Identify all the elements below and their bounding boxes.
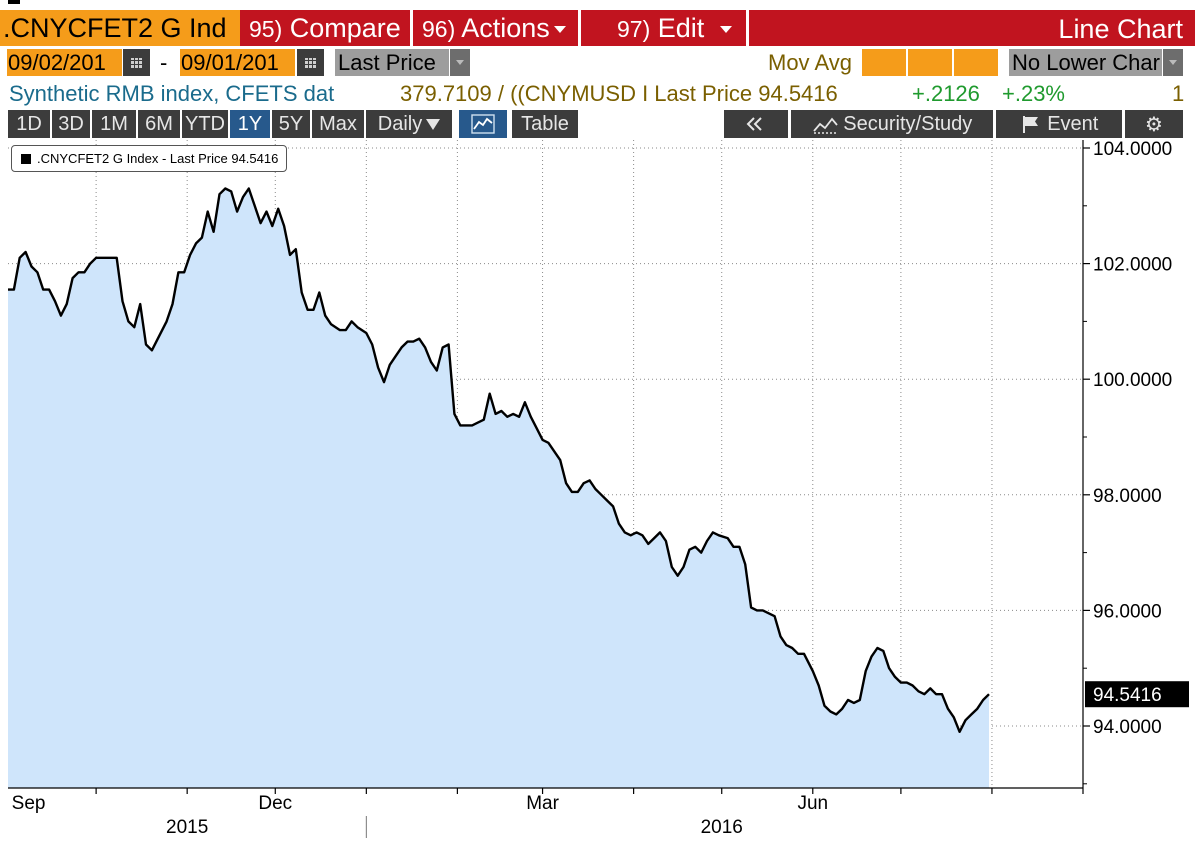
frequency-select[interactable]: Daily xyxy=(366,110,452,138)
mov-avg-input[interactable] xyxy=(954,49,998,76)
y-tick-label: 98.0000 xyxy=(1093,486,1162,507)
period-5y[interactable]: 5Y xyxy=(272,110,310,138)
double-chevron-left-icon xyxy=(746,117,762,131)
period-1d[interactable]: 1D xyxy=(8,110,50,138)
change-value: +.2126 xyxy=(912,81,980,106)
last-value-label: 94.5416 xyxy=(1093,685,1162,706)
compare-button[interactable]: 95) Compare xyxy=(249,10,401,46)
period-6m[interactable]: 6M xyxy=(138,110,180,138)
security-study-button[interactable]: Security/Study xyxy=(791,110,993,138)
compare-number: 95) xyxy=(249,16,283,42)
header-separator xyxy=(746,10,749,46)
last-value-badge xyxy=(1085,681,1189,708)
settings-button[interactable]: ⚙ xyxy=(1125,110,1183,138)
compare-label: Compare xyxy=(289,13,401,43)
edit-number: 97) xyxy=(617,16,651,42)
legend-swatch xyxy=(21,154,31,164)
chevron-down-icon xyxy=(553,26,566,34)
x-month-label: Sep xyxy=(12,793,46,814)
edit-label: Edit xyxy=(657,13,705,43)
x-month-label: Jun xyxy=(797,793,828,814)
calendar-icon[interactable] xyxy=(123,49,150,76)
chevron-down-icon xyxy=(720,26,733,34)
chart-axes: 94.0000 96.0000 98.0000 100.0000 102.0000 104… xyxy=(8,140,1189,838)
chevron-down-icon[interactable] xyxy=(450,49,470,76)
date-separator: - xyxy=(160,50,168,75)
price-line xyxy=(8,187,990,733)
legend-label: .CNYCFET2 G Index - Last Price 94.5416 xyxy=(37,151,279,166)
mov-avg-input[interactable] xyxy=(908,49,952,76)
event-button[interactable]: Event xyxy=(996,110,1122,138)
page-title: Line Chart xyxy=(1058,14,1183,44)
event-label: Event xyxy=(1047,113,1099,135)
y-tick-label: 102.0000 xyxy=(1093,255,1172,276)
y-tick-label: 104.0000 xyxy=(1093,140,1172,160)
header-separator xyxy=(578,10,581,46)
top-marker xyxy=(8,0,20,4)
formula-text: 379.7109 / ((CNYMUSD I Last Price 94.541… xyxy=(400,81,838,106)
count-value: 1 xyxy=(1172,81,1185,106)
calendar-icon[interactable] xyxy=(297,49,324,76)
chevron-down-icon xyxy=(426,119,441,131)
period-ytd[interactable]: YTD xyxy=(182,110,228,138)
line-chart-button[interactable] xyxy=(459,110,507,138)
period-1m[interactable]: 1M xyxy=(92,110,136,138)
security-study-label: Security/Study xyxy=(843,113,973,135)
end-date-input[interactable]: 09/01/201 xyxy=(180,49,295,76)
flag-icon xyxy=(1022,116,1038,133)
ticker-field[interactable]: .CNYCFET2 G Ind xyxy=(0,10,240,46)
change-percent: +.23% xyxy=(1002,81,1065,106)
lower-chart-select[interactable]: No Lower Char xyxy=(1009,49,1162,76)
frequency-label: Daily xyxy=(377,113,423,135)
actions-label: Actions xyxy=(461,13,550,43)
price-area-fill xyxy=(8,188,989,788)
period-3d[interactable]: 3D xyxy=(52,110,90,138)
y-tick-label: 96.0000 xyxy=(1093,601,1162,622)
table-button[interactable]: Table xyxy=(512,110,578,138)
gear-icon: ⚙ xyxy=(1145,112,1163,136)
mountain-chart-icon xyxy=(813,117,838,134)
collapse-button[interactable] xyxy=(724,110,788,138)
edit-button[interactable]: 97) Edit xyxy=(617,10,733,46)
line-chart-icon xyxy=(471,114,495,134)
actions-number: 96) xyxy=(422,16,456,42)
x-month-label: Mar xyxy=(526,793,559,814)
chart-legend: .CNYCFET2 G Index - Last Price 94.5416 xyxy=(11,145,287,172)
period-max[interactable]: Max xyxy=(312,110,364,138)
actions-button[interactable]: 96) Actions xyxy=(422,10,566,46)
price-chart[interactable]: 94.0000 96.0000 98.0000 100.0000 102.0000 104… xyxy=(0,140,1195,845)
x-month-label: Dec xyxy=(258,793,292,814)
period-1y[interactable]: 1Y xyxy=(230,110,270,138)
mov-avg-label: Mov Avg xyxy=(768,50,852,75)
mov-avg-input[interactable] xyxy=(862,49,906,76)
chevron-down-icon[interactable] xyxy=(1163,49,1183,76)
header-separator xyxy=(410,10,413,46)
y-tick-label: 100.0000 xyxy=(1093,370,1172,391)
y-tick-label: 94.0000 xyxy=(1093,717,1162,738)
field-select[interactable]: Last Price xyxy=(335,49,449,76)
x-year-label: 2016 xyxy=(701,817,743,838)
security-description: Synthetic RMB index, CFETS dat xyxy=(9,81,335,106)
start-date-input[interactable]: 09/02/201 xyxy=(7,49,122,76)
x-year-label: 2015 xyxy=(166,817,208,838)
